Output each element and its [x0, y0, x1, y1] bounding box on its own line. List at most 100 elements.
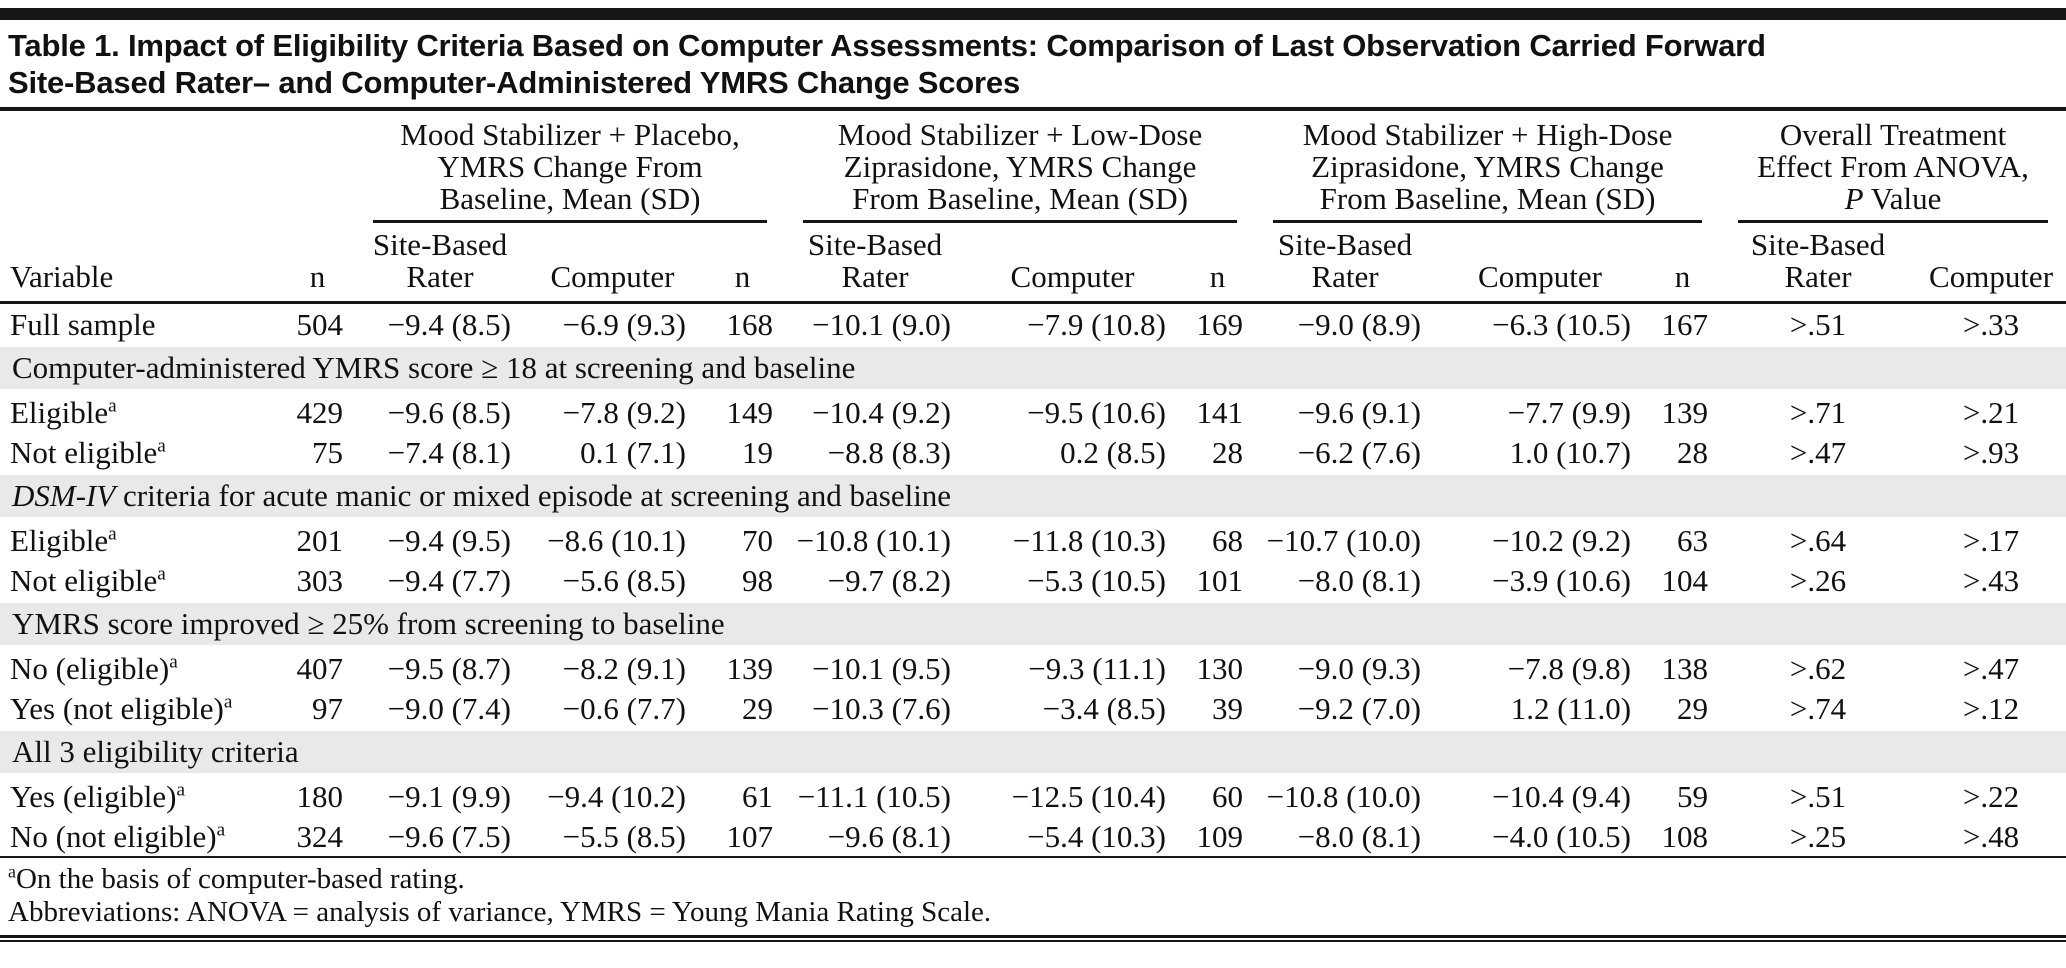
data-cell: 28: [1212, 435, 1244, 470]
data-cell: −8.8 (8.3): [827, 435, 952, 470]
data-cell: 59: [1677, 779, 1709, 814]
data-cell: 107: [726, 819, 774, 854]
row-label: Eligiblea: [10, 395, 117, 430]
section-row: All 3 eligibility criteria: [0, 728, 2066, 776]
table-row: Eligiblea 429 −9.6 (8.5) −7.8 (9.2) 149 −10.4…: [0, 392, 2066, 432]
footnote-marker: a: [157, 563, 166, 585]
row-label: Yes (eligible)a: [10, 779, 186, 814]
footnote-abbreviations-text: Abbreviations: ANOVA = analysis of varia…: [8, 896, 992, 928]
data-cell: −8.0 (8.1): [1297, 819, 1422, 854]
table-row: Yes (eligible)a 180 −9.1 (9.9) −9.4 (10.2) 6…: [0, 776, 2066, 816]
data-cell: 75: [312, 435, 343, 470]
data-cell: 324: [296, 819, 344, 854]
footnote-marker: a: [223, 691, 233, 713]
data-cell: −5.4 (10.3): [1027, 819, 1167, 854]
data-cell: −5.3 (10.5): [1027, 563, 1167, 598]
section-row: DSM-IV criteria for acute manic or mixed…: [0, 472, 2066, 520]
column-header: Site-Based Rater: [1255, 223, 1436, 304]
data-cell: 149: [726, 395, 774, 430]
data-cell: −6.3 (10.5): [1492, 307, 1632, 342]
group-header-line: P Value: [1844, 181, 1942, 216]
data-cell: 130: [1196, 651, 1244, 686]
group-header: Mood Stabilizer + Low-Dose Ziprasidone, Y…: [785, 111, 1255, 223]
table-title-line2: Site-Based Rater– and Computer-Administe…: [8, 65, 1020, 100]
data-cell: 0.1 (7.1): [580, 435, 686, 470]
footnote-marker: a: [157, 435, 166, 457]
data-cell: >.64: [1789, 523, 1847, 558]
row-label: Not eligiblea: [10, 435, 166, 470]
table-row: No (not eligible)a 324 −9.6 (7.5) −5.5 (8.5…: [0, 816, 2066, 856]
data-cell: 167: [1661, 307, 1709, 342]
data-cell: −9.7 (8.2): [827, 563, 952, 598]
data-cell: −7.8 (9.2): [562, 395, 686, 430]
data-cell: −10.7 (10.0): [1266, 523, 1422, 558]
column-header: n: [1645, 223, 1721, 304]
data-cell: 201: [296, 523, 344, 558]
data-cell: 63: [1677, 523, 1709, 558]
row-label: Full sample: [10, 307, 156, 342]
column-header: Computer: [965, 223, 1181, 304]
table-row: Not eligiblea 303 −9.4 (7.7) −5.6 (8.5) 98 −9…: [0, 560, 2066, 600]
data-cell: >.51: [1789, 779, 1847, 814]
data-cell: −5.5 (8.5): [562, 819, 686, 854]
row-label: Not eligiblea: [10, 563, 166, 598]
data-cell: 141: [1196, 395, 1244, 430]
section-cell: YMRS score improved ≥ 25% from screening…: [0, 600, 2066, 648]
column-header-row: Variable n Site-Based Rater Computer n Site-B…: [0, 223, 2066, 304]
footnote-a-text: On the basis of computer-based rating.: [15, 863, 465, 895]
data-cell: −0.6 (7.7): [562, 691, 686, 726]
column-header: n: [280, 223, 355, 304]
data-cell: >.26: [1789, 563, 1847, 598]
row-label: No (not eligible)a: [10, 819, 226, 854]
group-header-line: YMRS Change From: [437, 149, 703, 184]
data-cell: 1.2 (11.0): [1510, 691, 1632, 726]
data-cell: −8.6 (10.1): [547, 523, 686, 558]
data-cell: −3.9 (10.6): [1492, 563, 1632, 598]
section-heading: YMRS score improved ≥ 25% from screening…: [0, 603, 2066, 645]
group-header-line: Overall Treatment: [1779, 117, 2007, 152]
group-header-label: Mood Stabilizer + Low-Dose Ziprasidone, Y…: [803, 119, 1238, 223]
group-header-line: Effect From ANOVA,: [1757, 149, 2029, 184]
data-cell: −9.3 (11.1): [1028, 651, 1167, 686]
data-cell: >.51: [1789, 307, 1847, 342]
row-label: Eligiblea: [10, 523, 117, 558]
data-cell: 180: [296, 779, 344, 814]
data-cell: −6.2 (7.6): [1297, 435, 1422, 470]
data-cell: 29: [1677, 691, 1709, 726]
data-cell: 504: [296, 307, 344, 342]
data-cell: −9.0 (8.9): [1297, 307, 1422, 342]
data-cell: >.22: [1962, 779, 2020, 814]
data-cell: 168: [726, 307, 774, 342]
data-cell: 29: [742, 691, 774, 726]
data-cell: −7.4 (8.1): [387, 435, 511, 470]
table-row: Not eligiblea 75 −7.4 (8.1) 0.1 (7.1) 19 −8.8…: [0, 432, 2066, 472]
data-cell: 303: [296, 563, 344, 598]
data-cell: −9.4 (8.5): [387, 307, 511, 342]
column-header: n: [700, 223, 786, 304]
group-header-line: Ziprasidone, YMRS Change: [1311, 149, 1664, 184]
section-heading: Computer-administered YMRS score ≥ 18 at…: [0, 347, 2066, 389]
data-cell: −11.1 (10.5): [797, 779, 952, 814]
title-rule: [0, 107, 2066, 111]
row-label: Yes (not eligible)a: [10, 691, 233, 726]
footnote-marker: a: [216, 819, 226, 841]
data-cell: 109: [1196, 819, 1244, 854]
data-cell: 1.0 (10.7): [1509, 435, 1632, 470]
data-cell: 97: [312, 691, 343, 726]
data-cell: −9.6 (7.5): [387, 819, 511, 854]
data-cell: >.93: [1962, 435, 2020, 470]
group-header-line: From Baseline, Mean (SD): [852, 181, 1188, 216]
data-cell: −10.4 (9.2): [812, 395, 952, 430]
group-header: Overall Treatment Effect From ANOVA, P Val…: [1720, 111, 2066, 223]
data-cell: −10.2 (9.2): [1492, 523, 1632, 558]
group-header-label: Overall Treatment Effect From ANOVA, P Val…: [1738, 117, 2049, 223]
data-cell: >.12: [1962, 691, 2020, 726]
data-cell: 407: [296, 651, 344, 686]
table-title-line1: Table 1. Impact of Eligibility Criteria …: [8, 28, 1766, 63]
group-header-line: Ziprasidone, YMRS Change: [843, 149, 1197, 184]
data-cell: −5.6 (8.5): [562, 563, 686, 598]
footnote-marker: a: [108, 395, 117, 417]
data-cell: −10.1 (9.0): [812, 307, 952, 342]
bottom-double-rule: [0, 935, 2066, 942]
data-cell: −10.8 (10.0): [1266, 779, 1422, 814]
